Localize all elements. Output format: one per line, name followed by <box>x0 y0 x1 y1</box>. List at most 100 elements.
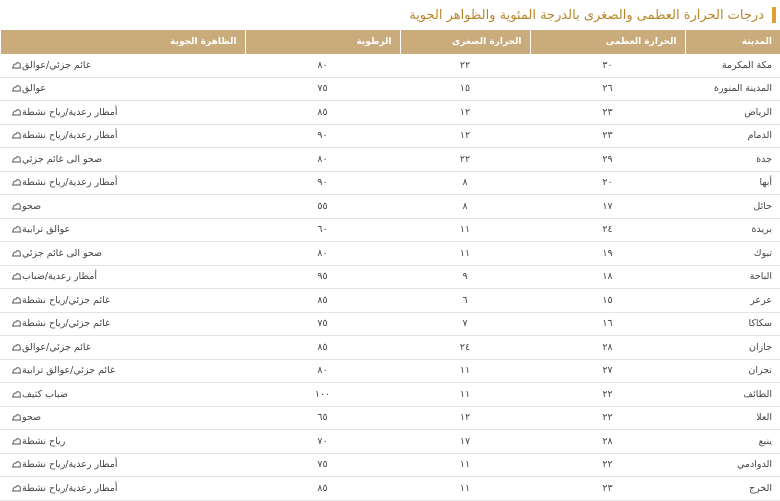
table-row: الطائف ٢٢ ١١ ١٠٠ ضباب كثيف <box>0 382 780 407</box>
table-cell: عرعر <box>685 288 780 313</box>
table-cell: ٢٢ <box>530 406 685 430</box>
table-cell: ٦ <box>400 288 530 313</box>
weather-icon <box>12 132 21 139</box>
cell-text: ٥٥ <box>317 200 328 212</box>
cell-text: أمطار رعدية/رياح نشطة <box>22 459 118 471</box>
table-cell: ٨ <box>400 194 530 219</box>
table-cell: ٢٤ <box>530 218 685 242</box>
weather-table: المدينة الحرارة العظمى الحرارة الصغرى الرطو… <box>0 30 780 501</box>
cell-text: نجران <box>748 365 772 377</box>
cell-text: ٨٠ <box>317 153 328 165</box>
page: درجات الحرارة العظمى والصغرى بالدرجة الم… <box>0 7 780 501</box>
cell-text: صحو <box>22 200 42 212</box>
table-cell: ينبع <box>685 429 780 454</box>
weather-icon <box>12 202 21 210</box>
weather-icon <box>12 273 21 280</box>
cell-text: ٢٢ <box>602 412 613 424</box>
cell-text: حائل <box>753 200 772 212</box>
cell-text: ١٧ <box>459 435 471 447</box>
table-cell: ٢٠ <box>530 171 685 195</box>
weather-icon <box>12 367 21 374</box>
table-cell: ٢٢ <box>400 54 530 78</box>
weather-icon <box>12 461 21 468</box>
table-cell: أمطار رعدية/رياح نشطة <box>0 453 245 477</box>
weather-icon <box>12 414 21 421</box>
table-cell: مكة المكرمة <box>685 54 780 78</box>
cell-text: ٢٢ <box>602 459 613 471</box>
cell-text: ١١ <box>459 482 471 494</box>
weather-icon <box>12 249 21 257</box>
column-header: الحرارة العظمى <box>529 30 685 54</box>
table-row: جدة ٢٩ ٢٢ ٨٠ صحو الى غائم جزئي <box>0 147 780 172</box>
table-cell: ٢٦ <box>530 77 685 101</box>
cell-text: جازان <box>749 341 772 353</box>
cell-text: ١٥ <box>602 294 613 306</box>
cell-text: ١٠٠ <box>314 388 331 400</box>
cell-text: ٧ <box>462 318 468 330</box>
cell-text: جدة <box>756 153 772 165</box>
table-cell: ٢٨ <box>530 335 685 360</box>
table-cell: غائم جزئي/عوالق <box>0 54 245 78</box>
table-cell: غائم جزئي/رياح نشطة <box>0 288 245 313</box>
table-cell: ١٧ <box>400 429 530 454</box>
cell-text: ١١ <box>459 365 471 377</box>
table-row: نجران ٢٧ ١١ ٨٠ غائم جزئي/عوالق ترابية <box>0 359 780 383</box>
cell-text: غائم جزئي/عوالق <box>22 59 91 71</box>
weather-icon <box>12 179 21 186</box>
table-cell: ٢٣ <box>530 100 685 125</box>
title-accent <box>772 7 776 23</box>
cell-text: ١١ <box>459 224 471 236</box>
cell-text: عوالق ترابية <box>22 224 71 236</box>
table-cell: ٢٩ <box>530 147 685 172</box>
table-cell: ٨٥ <box>245 288 400 313</box>
cell-text: ١١ <box>459 388 471 400</box>
table-cell: ١٨ <box>530 265 685 289</box>
column-header: الظاهرة الجوية <box>0 30 245 54</box>
cell-text: ٨٥ <box>317 341 328 353</box>
cell-text: ٢٧ <box>602 365 613 377</box>
cell-text: ١٦ <box>602 318 613 330</box>
table-cell: ٨٥ <box>245 335 400 360</box>
table-cell: ٢٢ <box>400 147 530 172</box>
table-cell: غائم جزئي/عوالق <box>0 335 245 360</box>
table-cell: ١٠٠ <box>245 382 400 407</box>
cell-text: ١٩ <box>602 247 613 259</box>
table-cell: سكاكا <box>685 312 780 336</box>
weather-icon <box>12 484 21 492</box>
cell-text: غائم جزئي/رياح نشطة <box>22 294 111 306</box>
cell-text: ٢٣ <box>602 106 613 118</box>
table-cell: أمطار رعدية/ضباب <box>0 265 245 289</box>
cell-text: ٣٠ <box>602 59 613 71</box>
cell-text: سكاكا <box>748 318 772 330</box>
weather-icon <box>12 390 21 398</box>
table-row: الرياض ٢٣ ١٢ ٨٥ أمطار رعدية/رياح نشطة <box>0 100 780 125</box>
table-cell: ٧ <box>400 312 530 336</box>
cell-text: غائم جزئي/رياح نشطة <box>22 318 111 330</box>
table-row: حائل ١٧ ٨ ٥٥ صحو <box>0 194 780 219</box>
table-cell: الدمام <box>685 124 780 148</box>
table-cell: ٥٥ <box>245 194 400 219</box>
table-cell: الخرج <box>685 476 780 501</box>
header-row: المدينة الحرارة العظمى الحرارة الصغرى الرطو… <box>0 30 780 54</box>
cell-text: الطائف <box>743 388 772 400</box>
table-cell: ١١ <box>400 241 530 266</box>
cell-text: صحو <box>22 412 42 424</box>
table-cell: ٢٢ <box>530 382 685 407</box>
table-cell: ٢٢ <box>530 453 685 477</box>
table-cell: ١١ <box>400 453 530 477</box>
column-header: الحرارة الصغرى <box>399 30 530 54</box>
cell-text: ٨٥ <box>317 106 328 118</box>
table-cell: ٧٥ <box>245 312 400 336</box>
table-cell: ١٧ <box>530 194 685 219</box>
cell-text: الباحة <box>749 271 772 283</box>
cell-text: الدوادمي <box>737 459 772 471</box>
table-cell: جدة <box>685 147 780 172</box>
cell-text: عوالق <box>22 83 47 95</box>
cell-text: ٨٠ <box>317 247 328 259</box>
table-cell: ٩ <box>400 265 530 289</box>
cell-text: ٢٤ <box>602 224 613 236</box>
cell-text: ٢٢ <box>459 59 471 71</box>
cell-text: ٢٣ <box>602 482 613 494</box>
table-cell: ٨٠ <box>245 359 400 383</box>
cell-text: ١٢ <box>459 106 471 118</box>
